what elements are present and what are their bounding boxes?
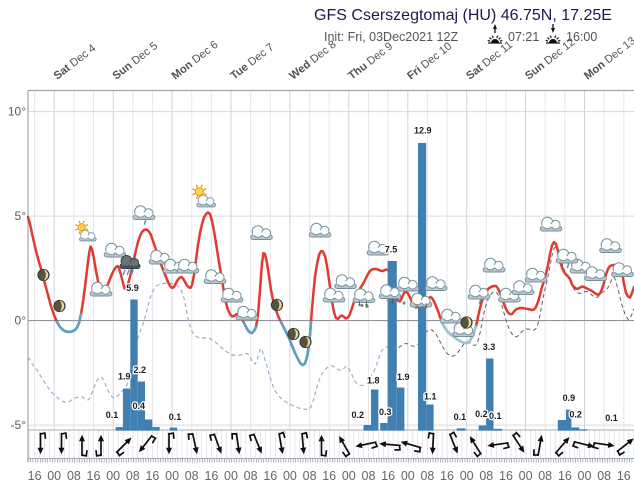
svg-text:0.3: 0.3 [379, 407, 392, 417]
svg-text:-5°: -5° [11, 418, 27, 432]
svg-text:16: 16 [499, 469, 513, 483]
svg-text:00: 00 [106, 469, 120, 483]
svg-text:1.9: 1.9 [397, 372, 410, 382]
svg-text:08: 08 [126, 469, 140, 483]
svg-text:08: 08 [244, 469, 258, 483]
svg-text:0.2: 0.2 [352, 410, 365, 420]
svg-text:5°: 5° [15, 209, 27, 223]
svg-text:0.2: 0.2 [569, 409, 582, 419]
svg-text:Init: Fri, 03Dec2021 12Z: Init: Fri, 03Dec2021 12Z [324, 30, 458, 44]
svg-text:00: 00 [342, 469, 356, 483]
svg-text:16: 16 [440, 469, 454, 483]
svg-text:0.1: 0.1 [454, 412, 467, 422]
svg-text:16: 16 [263, 469, 277, 483]
svg-text:0.1: 0.1 [605, 413, 618, 423]
svg-text:08: 08 [420, 469, 434, 483]
svg-text:00: 00 [283, 469, 297, 483]
svg-text:7.5: 7.5 [385, 245, 398, 255]
svg-text:00: 00 [47, 469, 61, 483]
svg-text:16:00: 16:00 [566, 30, 597, 44]
svg-text:08: 08 [362, 469, 376, 483]
svg-text:GFS Cserszegtomaj (HU) 46.75N,: GFS Cserszegtomaj (HU) 46.75N, 17.25E [314, 7, 612, 24]
svg-text:16: 16 [204, 469, 218, 483]
svg-text:12.9: 12.9 [414, 126, 432, 136]
svg-text:08: 08 [597, 469, 611, 483]
svg-text:08: 08 [479, 469, 493, 483]
svg-text:08: 08 [538, 469, 552, 483]
svg-text:16: 16 [28, 469, 42, 483]
svg-text:0.1: 0.1 [106, 410, 119, 420]
svg-text:00: 00 [401, 469, 415, 483]
svg-text:00: 00 [460, 469, 474, 483]
svg-text:1.1: 1.1 [424, 392, 437, 402]
svg-text:0.4: 0.4 [132, 401, 145, 411]
svg-text:07:21: 07:21 [508, 30, 539, 44]
svg-text:5.9: 5.9 [126, 283, 139, 293]
svg-text:1.9: 1.9 [118, 371, 131, 381]
svg-text:16: 16 [381, 469, 395, 483]
svg-text:16: 16 [617, 469, 631, 483]
svg-text:08: 08 [185, 469, 199, 483]
svg-text:0°: 0° [15, 314, 27, 328]
svg-text:08: 08 [303, 469, 317, 483]
svg-text:0.1: 0.1 [489, 411, 502, 421]
svg-text:16: 16 [558, 469, 572, 483]
svg-text:3.3: 3.3 [483, 342, 496, 352]
svg-text:2.2: 2.2 [133, 365, 146, 375]
svg-text:10°: 10° [8, 105, 26, 119]
svg-text:0.2: 0.2 [475, 409, 488, 419]
svg-text:1.8: 1.8 [367, 376, 380, 386]
svg-text:00: 00 [165, 469, 179, 483]
svg-text:0.9: 0.9 [563, 393, 576, 403]
svg-text:00: 00 [224, 469, 238, 483]
svg-text:16: 16 [145, 469, 159, 483]
svg-text:0.1: 0.1 [169, 412, 182, 422]
svg-text:00: 00 [578, 469, 592, 483]
svg-text:08: 08 [67, 469, 81, 483]
svg-text:16: 16 [87, 469, 101, 483]
svg-text:00: 00 [519, 469, 533, 483]
svg-text:16: 16 [322, 469, 336, 483]
